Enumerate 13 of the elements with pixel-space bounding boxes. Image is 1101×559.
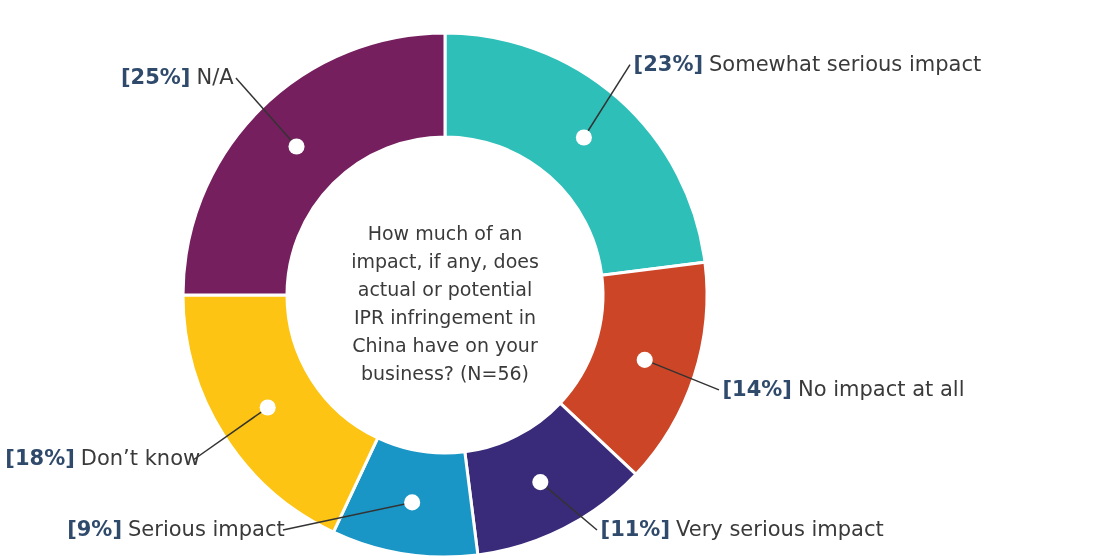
data-label: [14%] bbox=[722, 376, 792, 401]
slice-label: Don’t know bbox=[80, 446, 201, 471]
slice-label: N/A bbox=[196, 64, 235, 89]
slice-label: Serious impact bbox=[128, 517, 285, 541]
data-label: [18%] bbox=[5, 446, 75, 471]
text: How much of an impact, if any, does actual or potential IPR infringement in China have on your business? (N=56) bbox=[351, 222, 539, 384]
slice-label: No impact at all bbox=[797, 376, 965, 401]
data-label: [9%] bbox=[67, 517, 122, 541]
data-label: [23%] bbox=[633, 51, 704, 76]
data-label: [25%] bbox=[120, 64, 191, 89]
slice-label: Very serious impact bbox=[676, 517, 884, 541]
slice-label: Somewhat serious impact bbox=[709, 51, 982, 76]
data-label: [11%] bbox=[600, 517, 670, 541]
